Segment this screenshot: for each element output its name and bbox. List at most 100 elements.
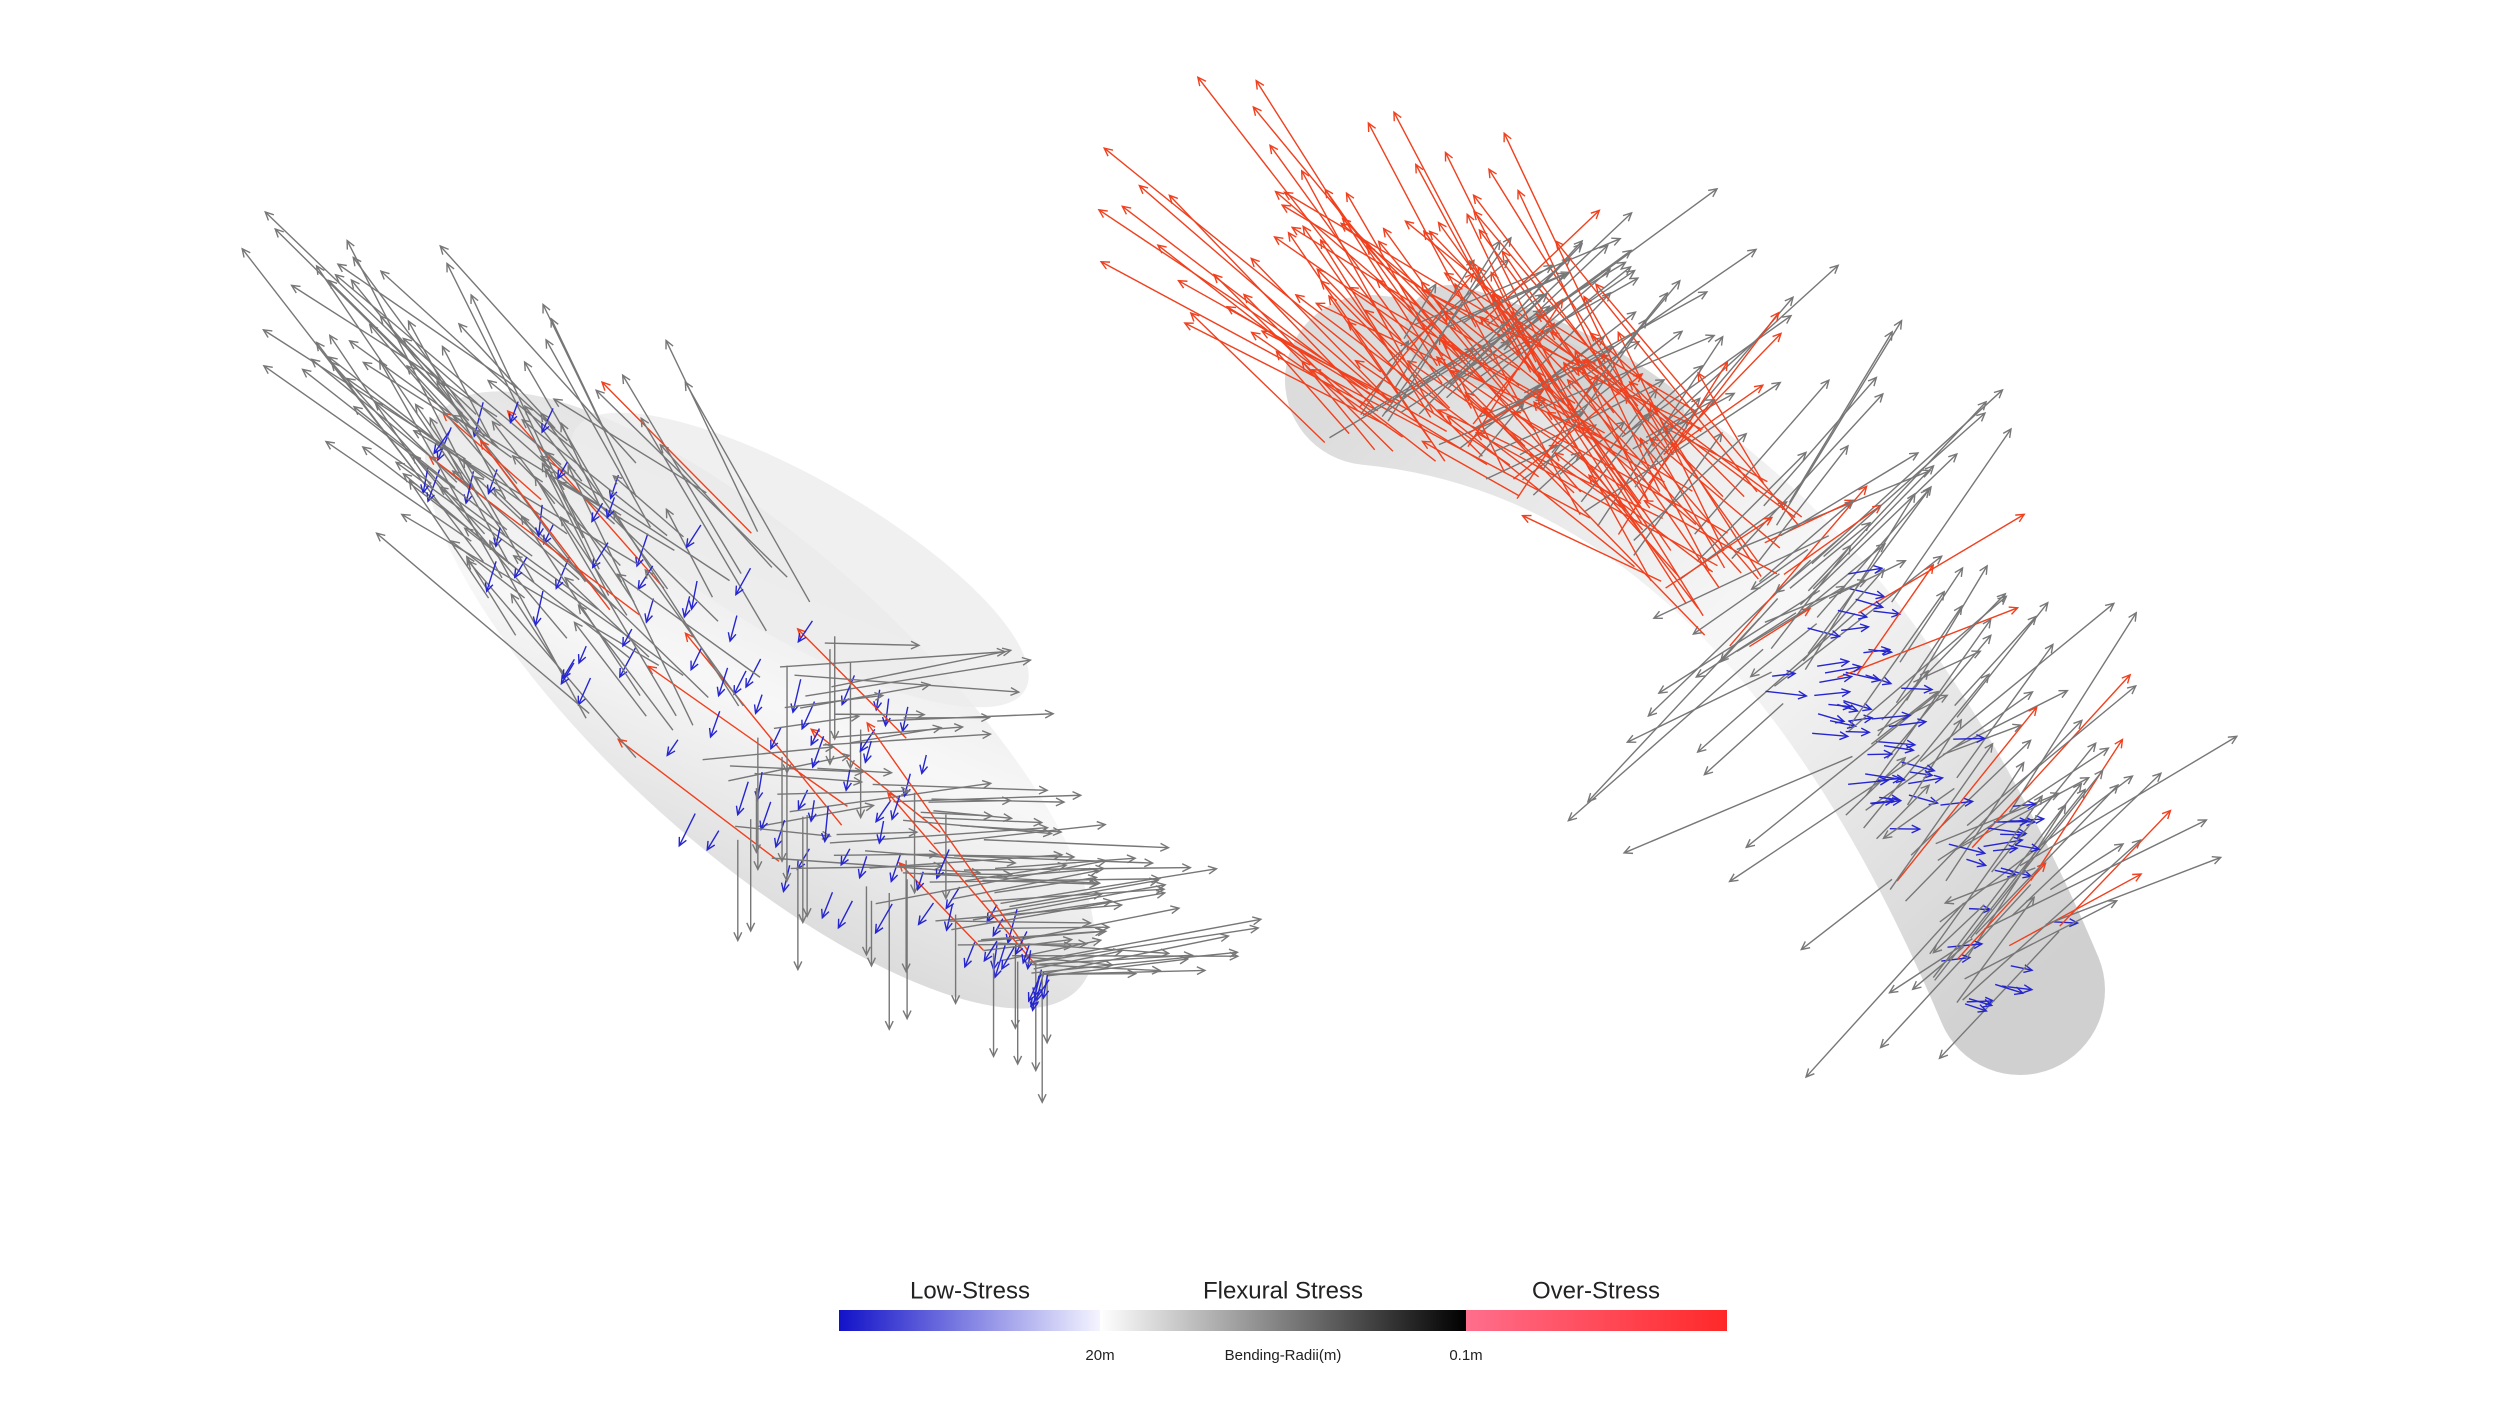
arrow-head (1517, 189, 1526, 200)
arrow-shaft (1802, 568, 1885, 662)
arrow-head (1628, 277, 1640, 286)
arrow-shaft (1255, 80, 1438, 367)
arrow-head (1611, 237, 1622, 246)
arrow-shaft (510, 594, 564, 674)
arrow-shaft (612, 510, 740, 707)
arrow-shaft (543, 524, 554, 544)
arrow-head (1088, 867, 1100, 877)
arrow-head (1622, 845, 1634, 855)
arrow-head (1982, 998, 1994, 1008)
arrow-shaft (1473, 210, 1639, 407)
arrow-head (1428, 230, 1439, 241)
arrow-shaft (407, 320, 507, 500)
arrow-head (562, 669, 571, 680)
arrow-head (690, 660, 699, 672)
arrow-head (1488, 167, 1497, 179)
arrow-shaft (775, 819, 786, 848)
arrow-head (1155, 889, 1167, 899)
arrow-head (1219, 933, 1231, 943)
arrow-shaft (1993, 820, 2028, 823)
arrow-shaft (346, 240, 479, 498)
arrow-shaft (1015, 907, 1180, 942)
legend-low-title: Low-Stress (910, 1277, 1030, 1304)
arrow-shaft (1847, 587, 1885, 598)
arrow-shaft (2015, 844, 2040, 850)
arrow-head (493, 537, 503, 548)
arrow-shaft (350, 279, 518, 484)
arrow-shaft (1465, 392, 1575, 494)
arrow-head (1953, 718, 1963, 729)
arrow-head (1515, 401, 1525, 412)
arrow-shaft (1157, 244, 1437, 462)
arrow-head (262, 364, 273, 375)
arrow-shaft (1694, 379, 1830, 535)
arrow-shaft (1971, 674, 2131, 849)
arrow-head (334, 273, 345, 284)
arrow-head (591, 512, 600, 523)
arrow-shaft (717, 667, 729, 696)
arrow-head (2109, 783, 2120, 794)
arrow-shaft (1384, 293, 1544, 414)
arrow-shaft (1503, 132, 1623, 384)
arrow-head (777, 852, 787, 863)
arrow-head (908, 827, 919, 837)
arrow-shaft (1696, 451, 1807, 562)
arrow-shaft (264, 211, 477, 416)
arrow-head (1082, 918, 1093, 928)
legend-over-title: Over-Stress (1532, 1277, 1660, 1304)
arrow-head (1436, 409, 1448, 418)
arrow-head (262, 328, 273, 338)
arrow-head (1095, 864, 1106, 874)
arrow-shaft (591, 502, 604, 522)
arrow-head (591, 558, 601, 569)
arrow-shaft (1992, 847, 2018, 852)
arrow-head (486, 379, 498, 389)
arrow-head (889, 872, 899, 883)
arrow-head (1896, 756, 1907, 767)
arrow-head (1728, 873, 1739, 883)
arrow-head (1212, 273, 1223, 284)
arrow-shaft (1342, 218, 1448, 323)
arrow-shaft (487, 379, 576, 451)
arrow-head (773, 837, 783, 849)
arrow-head (1753, 384, 1765, 394)
arrow-shaft (1937, 747, 2109, 861)
arrow-head (1976, 412, 1987, 422)
arrow-head (1072, 790, 1083, 801)
arrow-shaft (965, 864, 1067, 882)
arrow-head (1598, 244, 1609, 254)
arrow-shaft (1964, 900, 2118, 980)
arrow-head (1933, 774, 1945, 784)
arrow-head (407, 319, 417, 331)
arrow-shaft (1953, 737, 1985, 740)
arrow-head (1875, 568, 1886, 579)
arrow-shaft (1858, 513, 2025, 614)
arrow-head (751, 844, 762, 855)
arrow-head (1971, 650, 1982, 659)
arrow-shaft (1449, 212, 1633, 385)
arrow-head (820, 908, 830, 920)
arrow-shaft (1891, 428, 2012, 603)
arrow-shaft (1905, 719, 2083, 902)
arrow-shaft (1625, 365, 1703, 435)
arrow-head (616, 738, 628, 748)
arrow-head (1290, 226, 1302, 236)
arrow-head (1346, 320, 1357, 331)
arrow-head (1904, 744, 1915, 754)
arrow-head (1693, 364, 1704, 375)
arrow-head (1797, 451, 1808, 462)
arrow-head (520, 418, 532, 429)
arrow-head (2073, 719, 2084, 730)
arrow-head (511, 454, 522, 465)
arrow-shaft (735, 567, 752, 595)
arrow-shaft (470, 294, 600, 570)
arrow-shaft (1626, 671, 1772, 743)
arrow-head (1858, 485, 1868, 496)
arrow-head (2104, 602, 2116, 612)
arrow-head (1984, 742, 1994, 753)
arrow-shaft (1944, 867, 2036, 904)
arrow-shaft (921, 816, 1042, 824)
arrow-shaft (1968, 998, 1992, 1007)
arrow-head (1800, 607, 1812, 617)
